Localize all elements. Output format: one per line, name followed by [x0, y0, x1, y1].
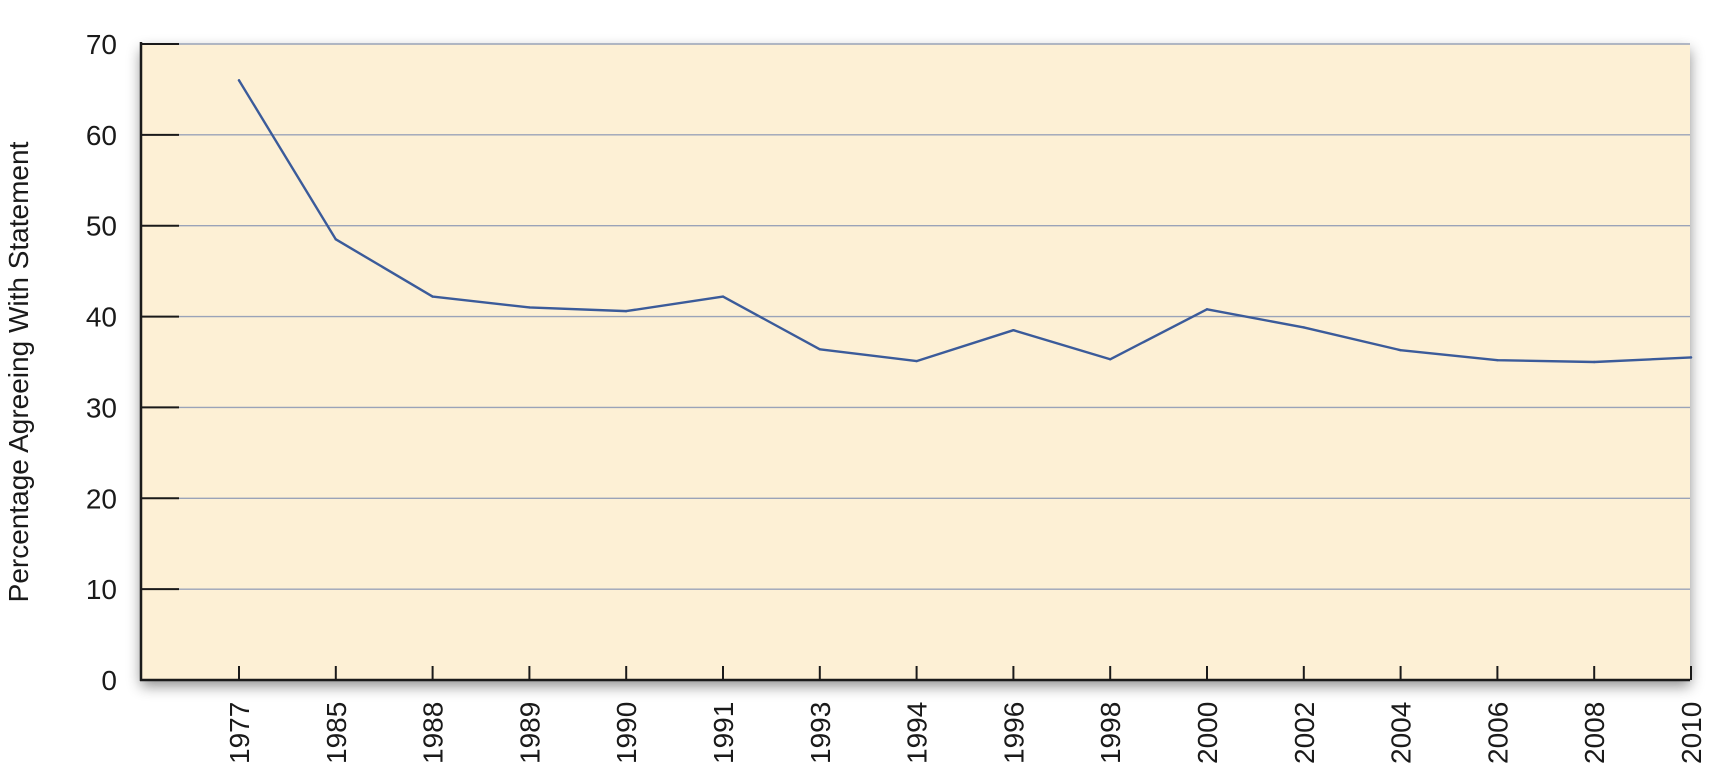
data-point [1012, 329, 1015, 332]
data-point [237, 79, 241, 82]
y-tick-label: 50 [86, 211, 117, 242]
x-tick-label: 1993 [805, 702, 836, 764]
data-point [528, 306, 531, 309]
axes [139, 42, 1692, 682]
y-tick-labels: 0 10 20 30 40 50 60 70 [86, 29, 117, 696]
x-tick-label: 1988 [418, 702, 449, 764]
data-point [1109, 358, 1112, 361]
x-tick-label: 1996 [998, 702, 1029, 764]
x-tick-label: 2008 [1579, 702, 1610, 764]
data-point [721, 295, 725, 298]
x-tick-label: 2002 [1289, 702, 1320, 764]
y-tick-label: 20 [86, 483, 117, 514]
x-tick-label: 1991 [708, 702, 739, 764]
data-point [1399, 348, 1402, 352]
y-tick-label: 0 [101, 665, 117, 696]
y-tick-label: 10 [86, 574, 117, 605]
data-point [818, 348, 821, 351]
y-tick-label: 60 [86, 120, 117, 151]
y-tick-label: 40 [86, 302, 117, 333]
x-tick-label: 1977 [224, 702, 255, 764]
x-tick-label: 1989 [514, 702, 545, 764]
x-tick-label: 2006 [1482, 702, 1513, 764]
gridlines [141, 43, 1690, 590]
data-point [625, 309, 628, 313]
data-point [1205, 308, 1209, 311]
x-tick-label: 2010 [1676, 702, 1707, 764]
series-line [237, 79, 1693, 364]
y-tick-label: 70 [86, 29, 117, 60]
data-point [1593, 360, 1596, 364]
x-tick-label: 1994 [902, 702, 933, 764]
data-point [431, 295, 434, 298]
data-point [1302, 326, 1306, 329]
y-axis-title: Percentage Agreeing With Statement [3, 141, 34, 602]
data-point [1496, 358, 1499, 362]
x-tick-label: 2000 [1192, 702, 1223, 764]
x-tick-label: 1985 [321, 702, 352, 764]
y-tick-label: 30 [86, 392, 117, 423]
series-layer [237, 79, 1693, 364]
x-tick-label: 1998 [1095, 702, 1126, 764]
x-tick-label: 1990 [611, 702, 642, 764]
data-point [915, 359, 918, 363]
data-point [334, 238, 337, 241]
data-point [1689, 356, 1693, 359]
x-tick-labels: 1977 1985 1988 1989 1990 1991 1993 1994 1996 1998… [224, 702, 1707, 764]
x-tick-label: 2004 [1386, 702, 1417, 764]
